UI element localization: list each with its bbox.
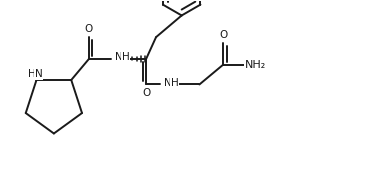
Text: H: H (171, 77, 178, 87)
Text: H: H (28, 69, 35, 79)
Text: O: O (85, 24, 93, 34)
Text: N: N (164, 77, 172, 87)
Text: H: H (121, 52, 129, 62)
Text: NH₂: NH₂ (245, 60, 266, 70)
Text: N: N (115, 52, 123, 62)
Text: O: O (142, 88, 150, 98)
Text: O: O (219, 30, 227, 40)
Text: N: N (35, 69, 42, 79)
